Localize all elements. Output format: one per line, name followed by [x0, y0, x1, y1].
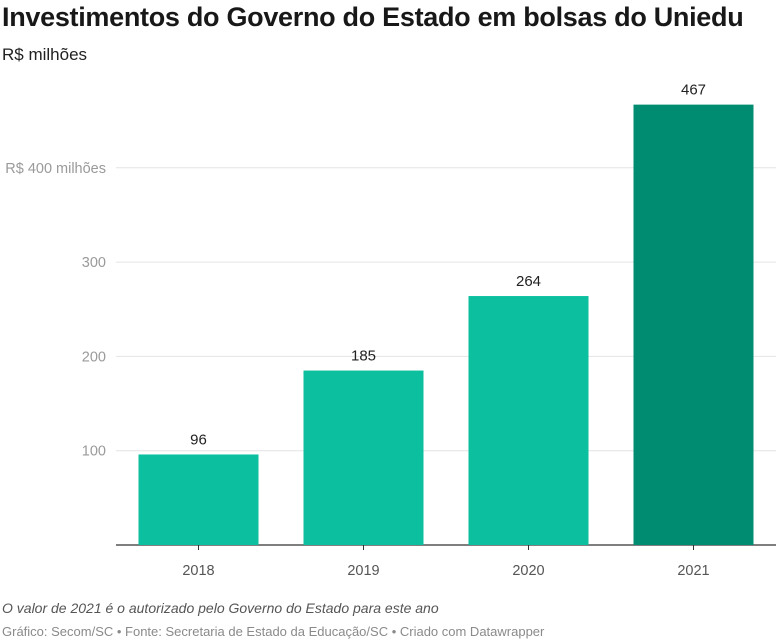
- label-layer: 100 200 300 R$ 400 milhões 96 2018 185 2019 264 2…: [5, 82, 709, 579]
- y-tick-label-400: R$ 400 milhões: [5, 161, 106, 177]
- value-label-2018: 96: [190, 431, 207, 448]
- bar-2018: [138, 454, 259, 545]
- y-tick-label-300: 300: [82, 255, 106, 271]
- x-tick-label-2021: 2021: [677, 563, 709, 579]
- chart-note: O valor de 2021 é o autorizado pelo Gove…: [2, 600, 439, 616]
- x-tick-label-2020: 2020: [512, 563, 544, 579]
- bar-chart: 100 200 300 R$ 400 milhões 96 2018 185 2019 264 2…: [5, 82, 776, 579]
- chart-title: Investimentos do Governo do Estado em bo…: [2, 2, 744, 32]
- x-tick-label-2018: 2018: [182, 563, 214, 579]
- value-label-2021: 467: [681, 82, 706, 99]
- value-label-2020: 264: [516, 273, 541, 290]
- bar-2020: [468, 296, 589, 545]
- value-label-2019: 185: [351, 348, 376, 365]
- y-tick-label-200: 200: [82, 349, 106, 365]
- bar-2019: [303, 370, 424, 545]
- bar-layer: [138, 104, 754, 545]
- chart-subtitle: R$ milhões: [2, 45, 88, 64]
- bar-2021: [633, 104, 754, 545]
- y-tick-label-100: 100: [82, 444, 106, 460]
- x-tick-label-2019: 2019: [347, 563, 379, 579]
- chart-footer: Gráfico: Secom/SC • Fonte: Secretaria de…: [2, 624, 545, 639]
